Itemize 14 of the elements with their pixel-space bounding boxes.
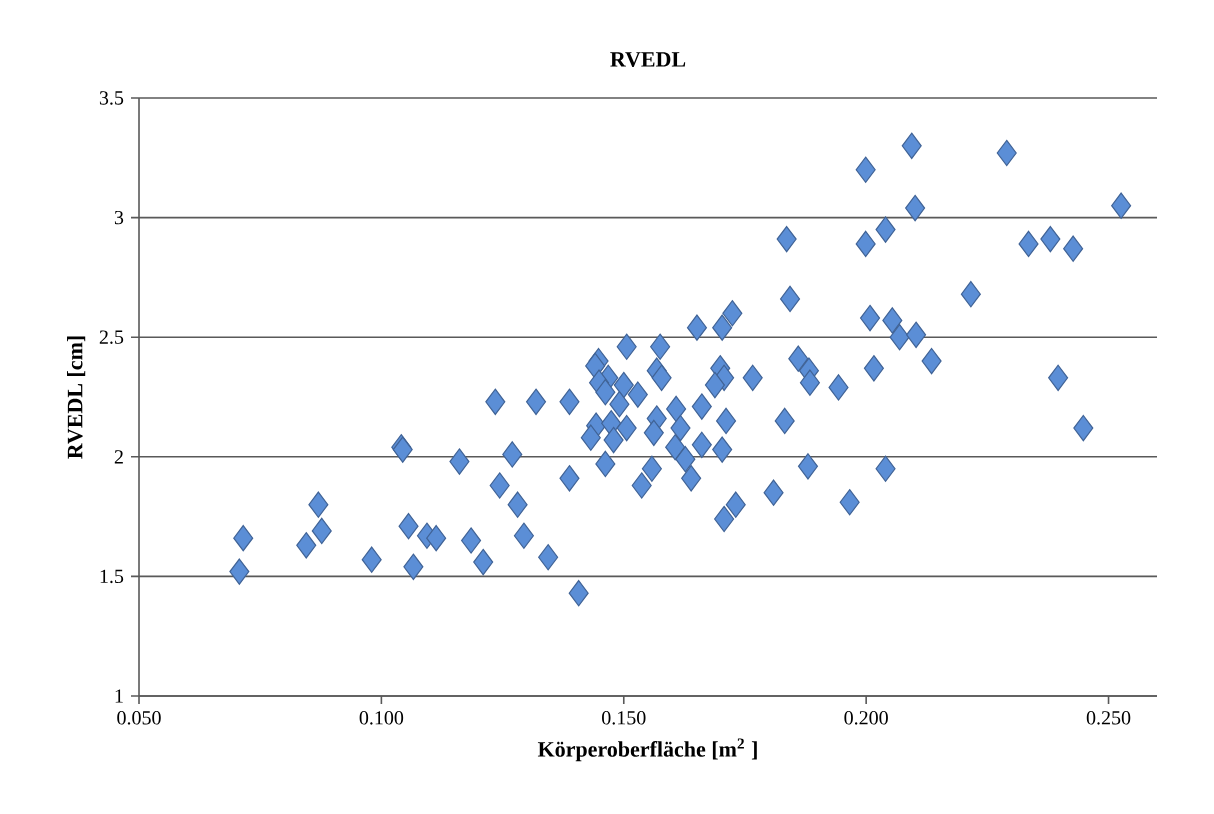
x-tick-label: 0.250 [1086, 711, 1131, 725]
x-tick-label: 0.200 [844, 711, 888, 725]
y-axis-title: RVEDL [cm] [67, 336, 86, 459]
y-tick-label: 2 [114, 450, 123, 464]
y-tick-label: 2.5 [99, 330, 124, 344]
x-tick-label: 0.150 [602, 711, 646, 725]
y-tick-label: 3 [114, 210, 124, 225]
x-tick-label: 0.050 [117, 711, 161, 725]
x-axis-title: Körperoberfläche [m$^{2}$ ] [537, 738, 757, 762]
y-tick-label: 3.5 [99, 91, 124, 105]
y-tick-label: 1.5 [100, 569, 124, 584]
y-tick-label: 1 [115, 689, 123, 703]
x-tick-label: 0.100 [359, 711, 404, 725]
chart-title: RVEDL [610, 52, 686, 67]
